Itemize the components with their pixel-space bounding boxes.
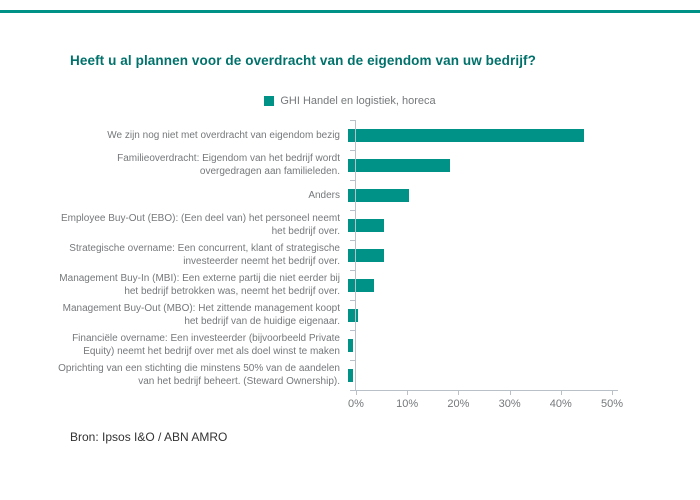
- y-axis-tick: [350, 240, 356, 241]
- bar-track: [348, 360, 652, 390]
- bar: [348, 188, 410, 202]
- category-label: Oprichting van een stichting die minsten…: [58, 363, 340, 387]
- bar-track: [348, 270, 652, 300]
- bar: [348, 338, 354, 352]
- bar: [348, 278, 374, 292]
- chart-title: Heeft u al plannen voor de overdracht va…: [70, 53, 536, 68]
- category-label: We zijn nog niet met overdracht van eige…: [107, 129, 340, 141]
- chart-row: Oprichting van een stichting die minsten…: [48, 360, 652, 390]
- bar-track: [348, 150, 652, 180]
- bar: [348, 308, 359, 322]
- y-axis-tick: [350, 180, 356, 181]
- chart-row: Financiële overname: Een investeerder (b…: [48, 330, 652, 360]
- bar-track: [348, 240, 652, 270]
- y-axis-line: [355, 120, 356, 390]
- category-label: Strategische overname: Een concurrent, k…: [69, 243, 340, 267]
- x-axis-tick-label: 40%: [549, 398, 572, 410]
- y-axis-tick: [350, 120, 356, 121]
- x-axis-tick-label: 30%: [498, 398, 521, 410]
- y-axis-tick: [350, 300, 356, 301]
- y-axis-tick: [350, 330, 356, 331]
- chart-row: Anders: [48, 180, 652, 210]
- bar-track: [348, 300, 652, 330]
- bar: [348, 248, 384, 262]
- bar: [348, 368, 354, 382]
- x-axis-tick: [407, 391, 409, 395]
- bar-track: [348, 120, 652, 150]
- category-label: Financiële overname: Een investeerder (b…: [72, 333, 340, 357]
- chart-row: Strategische overname: Een concurrent, k…: [48, 240, 652, 270]
- chart-rows: We zijn nog niet met overdracht van eige…: [48, 120, 652, 390]
- category-label: Management Buy-Out (MBO): Het zittende m…: [62, 303, 340, 327]
- legend: GHI Handel en logistiek, horeca: [0, 95, 700, 107]
- category-label: Familieoverdracht: Eigendom van het bedr…: [117, 153, 340, 177]
- y-axis-tick: [350, 210, 356, 211]
- bar-track: [348, 330, 652, 360]
- bar-track: [348, 180, 652, 210]
- category-label: Anders: [308, 189, 340, 201]
- bar: [348, 218, 384, 232]
- x-axis-tick-label: 0%: [348, 398, 364, 410]
- bar-chart: We zijn nog niet met overdracht van eige…: [48, 120, 652, 410]
- x-axis-tick: [612, 391, 613, 395]
- bar-track: [348, 210, 652, 240]
- chart-row: Familieoverdracht: Eigendom van het bedr…: [48, 150, 652, 180]
- chart-row: Management Buy-Out (MBO): Het zittende m…: [48, 300, 652, 330]
- legend-label: GHI Handel en logistiek, horeca: [280, 95, 436, 107]
- y-axis-tick: [350, 150, 356, 151]
- chart-row: Employee Buy-Out (EBO): (Een deel van) h…: [48, 210, 652, 240]
- chart-row: We zijn nog niet met overdracht van eige…: [48, 120, 652, 150]
- x-axis-tick: [560, 391, 562, 395]
- y-axis-tick: [350, 360, 356, 361]
- source-text: Bron: Ipsos I&O / ABN AMRO: [70, 430, 228, 444]
- x-axis-tick-label: 10%: [396, 398, 419, 410]
- chart-row: Management Buy-In (MBI): Een externe par…: [48, 270, 652, 300]
- bar: [348, 158, 451, 172]
- legend-swatch-icon: [264, 96, 275, 106]
- x-axis-tick: [509, 391, 511, 395]
- y-axis-tick: [350, 390, 356, 391]
- y-axis-tick: [350, 270, 356, 271]
- brand-top-rule: [0, 10, 700, 13]
- x-axis-line: [352, 390, 618, 391]
- bar: [348, 128, 584, 142]
- category-label: Management Buy-In (MBI): Een externe par…: [59, 273, 340, 297]
- category-label: Employee Buy-Out (EBO): (Een deel van) h…: [60, 213, 340, 237]
- x-axis-tick-label: 50%: [600, 398, 624, 410]
- x-axis-tick: [356, 391, 357, 395]
- x-axis-tick-label: 20%: [447, 398, 470, 410]
- x-axis-tick: [458, 391, 460, 395]
